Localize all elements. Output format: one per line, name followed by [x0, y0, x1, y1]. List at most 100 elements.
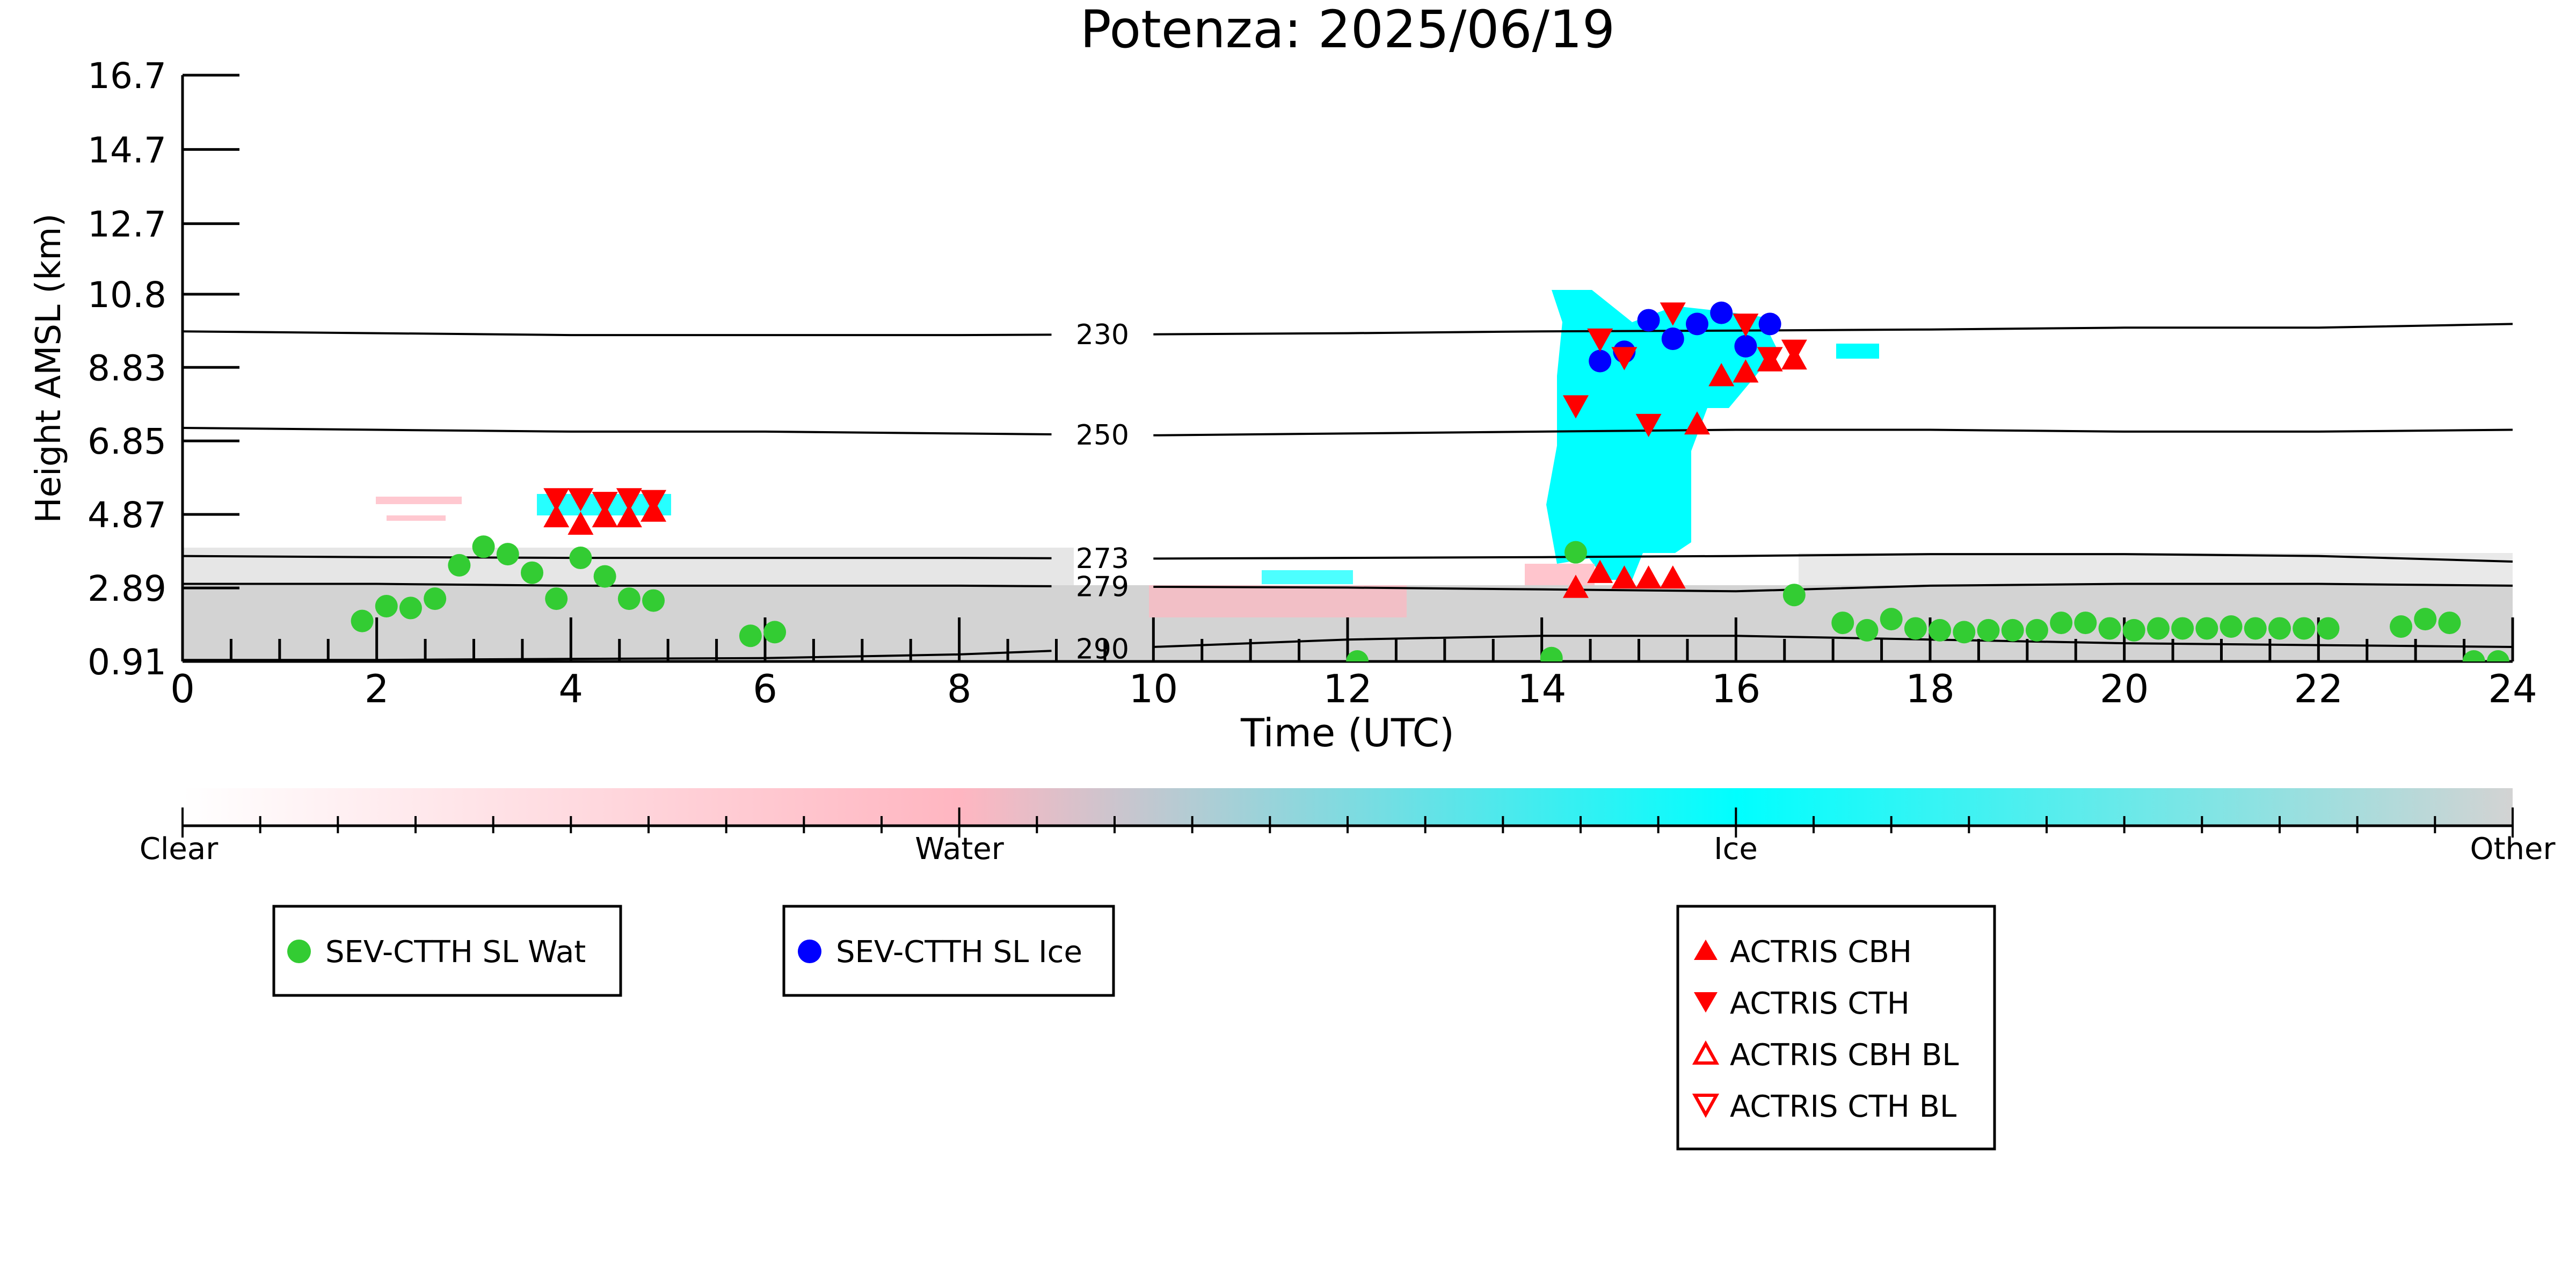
marker-point — [472, 535, 495, 558]
marker-point — [1660, 565, 1686, 589]
marker-point — [1686, 312, 1708, 336]
ice-cloud-tail — [1836, 344, 1879, 359]
marker-point — [2171, 617, 2194, 640]
y-tick-label: 12.7 — [88, 204, 166, 245]
marker-point — [2462, 650, 2485, 661]
marker-point — [2025, 618, 2048, 642]
legend-label-actris-cbh: ACTRIS CBH — [1730, 935, 1912, 970]
marker-point — [399, 596, 422, 620]
y-axis-ticks: 0.91 2.89 4.87 6.85 8.83 10.8 12.7 14.7 16.7 — [88, 55, 239, 683]
water-patch-afternoon — [1525, 564, 1595, 585]
isotherm-label: 279 — [1076, 571, 1129, 603]
marker-point — [1660, 302, 1686, 326]
cloud-mask-layer — [183, 290, 2513, 661]
x-tick-label: 20 — [2100, 666, 2149, 711]
marker-point — [448, 554, 471, 577]
legend-box — [1676, 905, 1996, 1151]
legend-marker-sev-ice — [798, 940, 821, 963]
marker-point — [424, 587, 447, 610]
isotherm-label: 273 — [1076, 543, 1129, 575]
colorbar-label-water: Water — [915, 832, 1005, 867]
legend-marker-actris-cbh-bl — [1692, 1040, 1720, 1065]
legend-box — [272, 905, 622, 997]
marker-point — [2220, 615, 2243, 638]
colorbar-label-other: Other — [2470, 832, 2556, 867]
legend-label-actris-cth-bl: ACTRIS CTH BL — [1730, 1089, 1956, 1124]
x-tick-label: 4 — [558, 666, 583, 711]
legend-actris: ACTRIS CBH ACTRIS CTH ACTRIS CBH BL ACTR… — [1676, 905, 1996, 1151]
marker-point — [1831, 612, 1854, 635]
legend-marker-actris-cth — [1694, 992, 1718, 1013]
y-tick-label: 8.83 — [88, 347, 166, 389]
marker-point — [1929, 618, 1952, 642]
marker-point — [2001, 618, 2024, 642]
marker-point — [1637, 309, 1660, 332]
x-tick-label: 16 — [1712, 666, 1761, 711]
legend-box — [782, 905, 1115, 997]
isotherm-line — [183, 583, 1052, 587]
legend-sev-wat: SEV-CTTH SL Wat — [272, 905, 622, 997]
marker-point — [2244, 617, 2267, 640]
legend-label-actris-cth: ACTRIS CTH — [1730, 986, 1910, 1021]
isotherm-line — [1153, 553, 2513, 563]
marker-point — [1977, 618, 2000, 642]
marker-point — [1953, 621, 1976, 644]
marker-point — [1782, 584, 1806, 607]
isotherm-label: 250 — [1076, 419, 1129, 452]
marker-point — [1710, 301, 1733, 324]
marker-point — [1587, 559, 1613, 583]
marker-point — [2268, 617, 2291, 640]
y-axis-label: Height AMSL (km) — [29, 214, 69, 523]
x-tick-label: 0 — [170, 666, 195, 711]
marker-point — [2293, 617, 2316, 640]
marker-point — [569, 547, 592, 570]
x-tick-label: 10 — [1129, 666, 1178, 711]
marker-point — [2317, 617, 2340, 640]
x-tick-label: 6 — [753, 666, 777, 711]
marker-point — [1346, 650, 1369, 661]
marker-point — [1758, 312, 1781, 336]
marker-point — [1757, 347, 1783, 370]
x-tick-label: 12 — [1323, 666, 1372, 711]
marker-point — [1635, 565, 1662, 589]
marker-point — [521, 561, 543, 584]
marker-point — [2486, 650, 2509, 661]
x-tick-label: 24 — [2488, 666, 2537, 711]
marker-point — [1684, 411, 1710, 435]
marker-point — [567, 488, 594, 512]
marker-point — [1540, 646, 1563, 661]
marker-point — [2414, 608, 2437, 631]
y-tick-label: 6.85 — [88, 421, 166, 462]
marker-point — [616, 504, 642, 528]
x-tick-label: 22 — [2294, 666, 2344, 711]
marker-point — [1708, 363, 1735, 387]
isotherm-label: 230 — [1076, 319, 1129, 351]
marker-point — [1564, 541, 1587, 564]
marker-point — [592, 492, 618, 515]
isotherm-line — [1153, 323, 2513, 336]
marker-point — [763, 621, 787, 644]
marker-point — [2098, 617, 2121, 640]
marker-point — [593, 565, 616, 588]
legend-marker-actris-cth-bl — [1692, 1094, 1720, 1118]
marker-point — [2146, 617, 2170, 640]
marker-point — [545, 587, 568, 610]
water-patch-noon — [1149, 585, 1407, 617]
x-tick-label: 18 — [1905, 666, 1955, 711]
marker-point — [617, 587, 641, 610]
marker-point — [2050, 612, 2073, 635]
marker-point — [1562, 395, 1589, 419]
marker-point — [1587, 328, 1613, 352]
marker-point — [1562, 574, 1589, 598]
isotherm-line — [182, 330, 1052, 337]
ice-patch-noon — [1262, 570, 1353, 584]
marker-point — [642, 589, 665, 612]
isotherm-line — [1153, 583, 2513, 593]
other-speckle-band — [183, 548, 1074, 585]
colorbar-ticks — [181, 807, 2514, 838]
marker-point — [1734, 334, 1757, 358]
colorbar-label-clear: Clear — [140, 832, 219, 867]
marker-point — [375, 594, 398, 617]
y-tick-label: 10.8 — [88, 274, 166, 316]
